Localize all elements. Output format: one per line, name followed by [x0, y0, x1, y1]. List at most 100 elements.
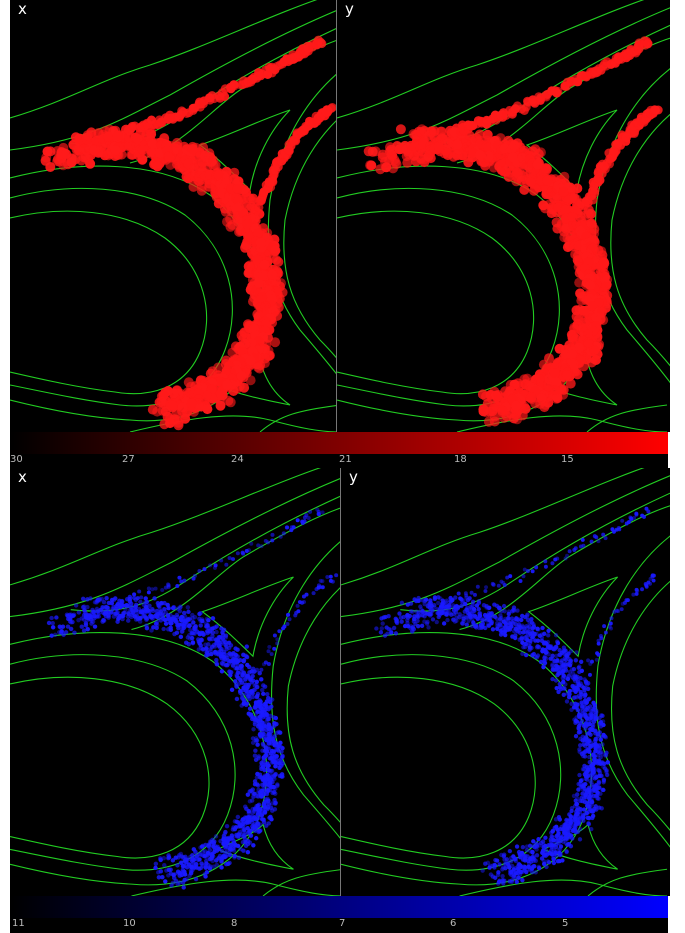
trajectory-point — [598, 721, 602, 725]
trajectory-point — [250, 691, 254, 695]
trajectory-point — [148, 405, 158, 415]
road-line — [341, 468, 657, 585]
trajectory-point — [436, 595, 440, 599]
trajectory-point — [484, 417, 494, 427]
trajectory-point — [47, 621, 51, 625]
trajectory-point — [296, 609, 300, 613]
trajectory-point — [428, 613, 432, 617]
road-line — [337, 188, 559, 405]
trajectory-point — [164, 622, 168, 626]
trajectory-point — [467, 612, 471, 616]
road-line — [337, 211, 534, 393]
trajectory-point — [267, 645, 271, 649]
trajectory-point — [226, 862, 230, 866]
trajectory-point — [434, 142, 444, 152]
trajectory-point — [144, 616, 148, 620]
trajectory-point — [585, 731, 589, 735]
trajectory-point — [179, 635, 183, 639]
trajectory-point — [181, 885, 185, 889]
top-colorbar-ticks: 30 27 24 21 18 15 — [10, 454, 668, 468]
trajectory-point — [270, 533, 274, 537]
trajectory-point — [180, 626, 184, 630]
trajectory-point — [178, 402, 188, 412]
trajectory-point — [132, 592, 136, 596]
trajectory-point — [123, 608, 127, 612]
trajectory-point — [160, 588, 164, 592]
top-right-plot — [337, 0, 670, 432]
trajectory-point — [415, 619, 419, 623]
trajectory-point — [262, 820, 266, 824]
trajectory-point — [138, 600, 142, 604]
trajectory-point — [593, 731, 597, 735]
trajectory-point — [251, 727, 255, 731]
trajectory-point — [213, 566, 217, 570]
trajectory-point — [264, 706, 268, 710]
trajectory-point — [400, 601, 404, 605]
trajectory-point — [255, 680, 259, 684]
trajectory-point — [227, 853, 231, 857]
road-line — [260, 405, 336, 432]
trajectory-point — [307, 516, 311, 520]
trajectory-point — [183, 872, 187, 876]
trajectory-point — [98, 608, 102, 612]
trajectory-point — [566, 651, 570, 655]
trajectory-point — [237, 371, 247, 381]
trajectory-point — [259, 668, 263, 672]
trajectory-point — [106, 606, 110, 610]
trajectory-point — [265, 713, 269, 717]
trajectory-point — [584, 714, 588, 718]
trajectory-point — [147, 590, 151, 594]
trajectory-point — [420, 624, 424, 628]
road-line — [400, 488, 670, 611]
trajectory-point — [245, 701, 249, 705]
trajectory-point — [548, 645, 552, 649]
trajectory-point — [217, 645, 221, 649]
trajectory-point — [241, 552, 245, 556]
trajectory-point — [589, 224, 599, 234]
trajectory-point — [49, 616, 53, 620]
trajectory-point — [574, 734, 578, 738]
bottom-left-label: x — [18, 468, 27, 486]
trajectory-point — [224, 645, 228, 649]
trajectory-point — [325, 575, 329, 579]
trajectory-point — [215, 863, 219, 867]
trajectory-point — [397, 611, 401, 615]
trajectory-point — [234, 202, 244, 212]
trajectory-point — [558, 187, 568, 197]
trajectory-point — [263, 762, 267, 766]
trajectory-point — [539, 660, 543, 664]
trajectory-point — [484, 604, 488, 608]
trajectory-point — [542, 176, 552, 186]
trajectory-point — [566, 677, 570, 681]
trajectory-point — [243, 677, 247, 681]
trajectory-point — [262, 801, 266, 805]
trajectory-point — [187, 862, 191, 866]
trajectory-point — [246, 694, 250, 698]
trajectory-point — [171, 858, 175, 862]
trajectory-point — [260, 731, 264, 735]
trajectory-point — [120, 600, 124, 604]
trajectory-point — [526, 177, 536, 187]
trajectory-point — [161, 627, 165, 631]
trajectory-point — [235, 820, 239, 824]
trajectory-point — [216, 401, 226, 411]
trajectory-point — [256, 812, 260, 816]
trajectory-point — [182, 878, 186, 882]
trajectory-point — [137, 589, 141, 593]
trajectory-point — [465, 608, 469, 612]
trajectory-point — [426, 625, 430, 629]
road-line — [460, 880, 667, 896]
trajectory-point — [246, 850, 250, 854]
trajectory-point — [208, 857, 212, 861]
trajectory-point — [255, 743, 259, 747]
trajectory-point — [543, 661, 547, 665]
trajectory-point — [159, 419, 169, 429]
trajectory-point — [264, 539, 268, 543]
trajectory-point — [409, 601, 413, 605]
trajectory-point — [168, 867, 172, 871]
trajectory-point — [594, 737, 598, 741]
trajectory-point — [144, 623, 148, 627]
trajectory-point — [196, 637, 200, 641]
trajectory-point — [151, 609, 155, 613]
trajectory-point — [219, 558, 223, 562]
